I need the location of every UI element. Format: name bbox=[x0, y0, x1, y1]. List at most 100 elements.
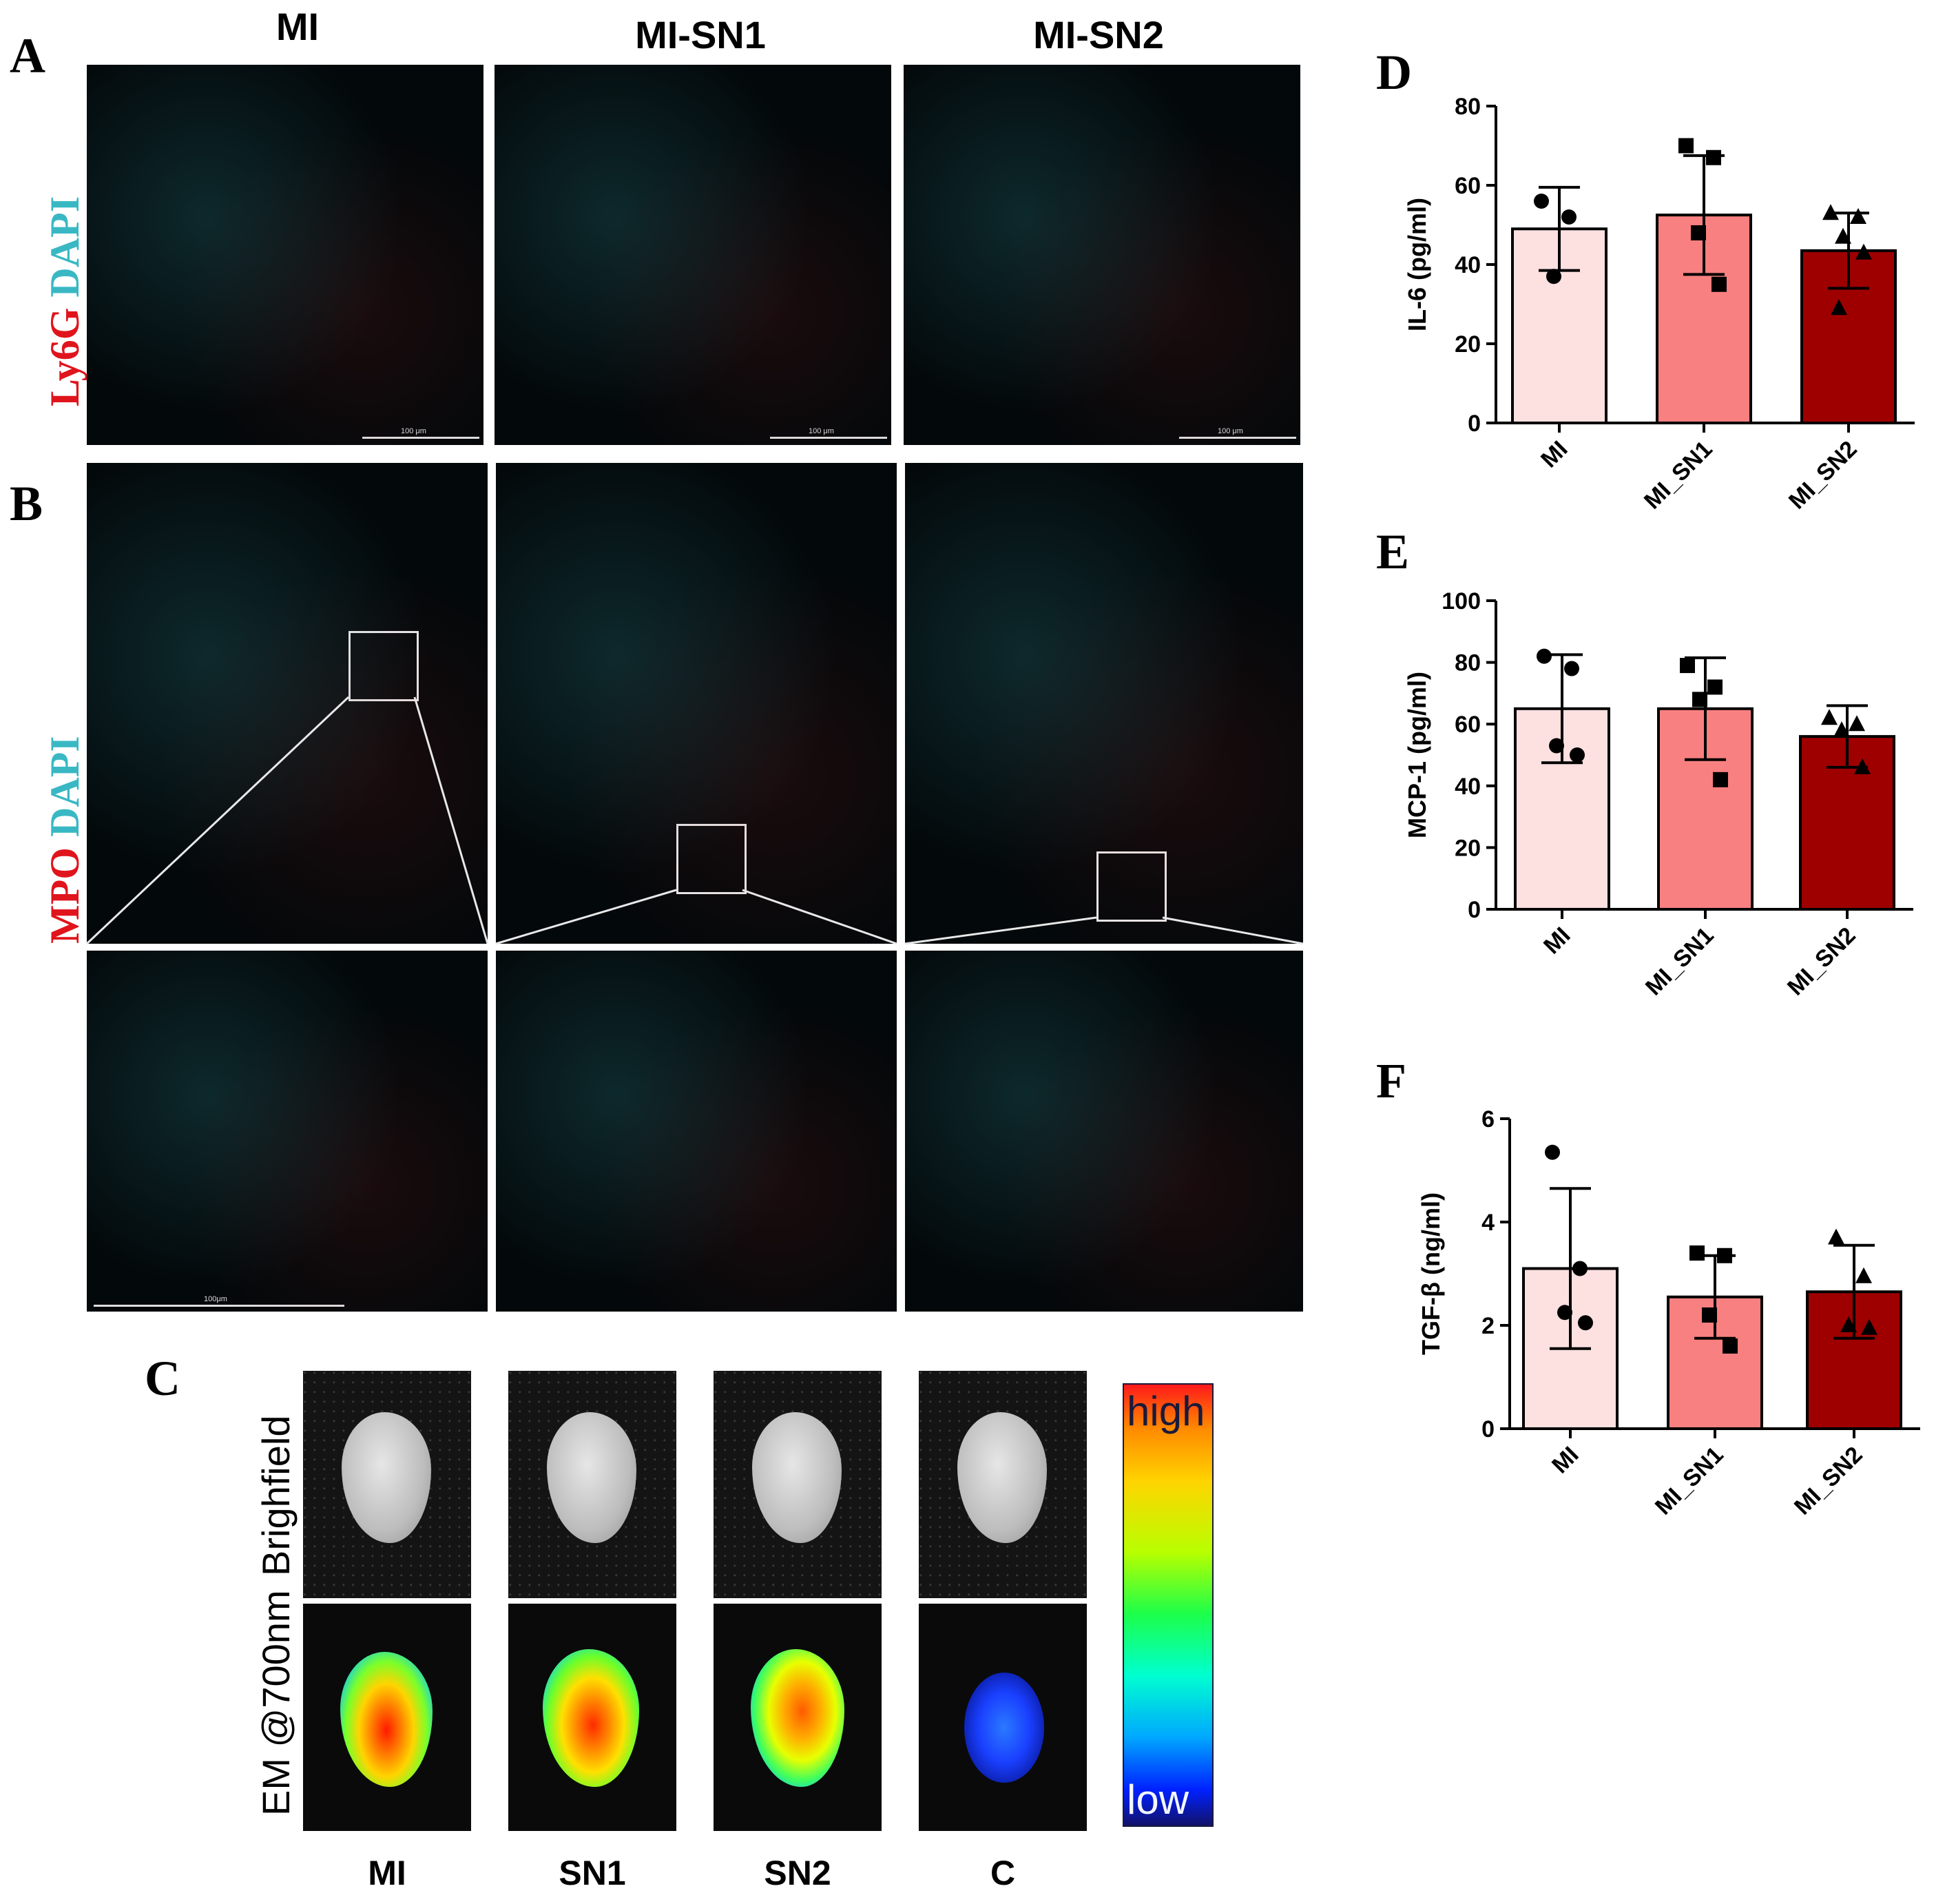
data-point bbox=[1706, 149, 1721, 165]
panel-letter-d: D bbox=[1376, 45, 1412, 100]
micrograph-b-sn1-zoom bbox=[496, 951, 897, 1312]
y-tick-label: 4 bbox=[1481, 1210, 1495, 1236]
heart-bf-c bbox=[957, 1412, 1047, 1543]
data-point bbox=[1850, 208, 1866, 224]
data-point bbox=[1689, 1245, 1705, 1261]
panel-letter-b: B bbox=[10, 476, 43, 531]
data-point bbox=[1546, 269, 1561, 284]
data-point bbox=[1545, 1144, 1560, 1160]
y-tick-label: 6 bbox=[1481, 1106, 1495, 1132]
y-tick-label: 0 bbox=[1481, 1416, 1495, 1442]
y-tick-label: 60 bbox=[1455, 173, 1481, 199]
panel-letter-a: A bbox=[10, 28, 45, 83]
scalebar-b-mi bbox=[94, 1305, 344, 1307]
micrograph-b-mi-zoom: 100μm bbox=[87, 951, 488, 1312]
data-point bbox=[1831, 299, 1847, 315]
heart-em-sn2 bbox=[751, 1649, 844, 1787]
data-point bbox=[1570, 747, 1585, 763]
heart-bf-mi bbox=[342, 1412, 431, 1543]
y-tick-label: 40 bbox=[1455, 774, 1481, 800]
colorbar-low-label: low bbox=[1127, 1777, 1189, 1823]
data-point bbox=[1692, 692, 1707, 707]
data-point bbox=[1707, 679, 1723, 695]
data-point bbox=[1578, 1315, 1593, 1331]
data-point bbox=[1854, 758, 1871, 774]
data-point bbox=[1537, 648, 1552, 664]
y-tick-label: 20 bbox=[1455, 331, 1481, 358]
zoom-connectors bbox=[85, 696, 1304, 945]
em700-mi bbox=[303, 1604, 471, 1831]
brightfield-mi bbox=[303, 1371, 471, 1598]
y-tick-label: 60 bbox=[1455, 712, 1481, 738]
y-tick-label: 2 bbox=[1481, 1313, 1495, 1339]
em700-sn1 bbox=[508, 1604, 676, 1831]
x-tick-label: MI_SN2 bbox=[1784, 436, 1862, 515]
em700-c bbox=[919, 1604, 1087, 1831]
y-tick-label: 100 bbox=[1442, 588, 1481, 614]
chart-mcp1: 0 20 40 60 80 100 MCP-1 (pg/ml) MI MI_SN1 MI_SN2 bbox=[1403, 588, 1913, 1001]
data-point bbox=[1861, 1318, 1877, 1335]
data-point bbox=[1680, 658, 1695, 674]
em700-sn2 bbox=[714, 1604, 882, 1831]
intensity-colorbar: high low bbox=[1123, 1383, 1214, 1827]
ivis-row-label-brightfield: Brighfield bbox=[254, 1415, 298, 1576]
data-point bbox=[1564, 661, 1579, 676]
column-title-mi-sn1: MI-SN1 bbox=[635, 13, 766, 56]
data-point bbox=[1572, 1261, 1588, 1276]
group-label-sn2: SN2 bbox=[764, 1854, 831, 1892]
y-tick-label: 80 bbox=[1455, 650, 1481, 676]
group-label-sn1: SN1 bbox=[559, 1854, 626, 1892]
y-axis-label: TGF-β (ng/ml) bbox=[1417, 1192, 1445, 1355]
heart-em-c bbox=[964, 1673, 1044, 1783]
micrograph-b-sn1-overview bbox=[496, 463, 897, 944]
column-title-mi-sn2: MI-SN2 bbox=[1033, 13, 1164, 56]
column-title-mi: MI bbox=[275, 5, 320, 48]
y-tick-label: 0 bbox=[1468, 411, 1481, 437]
data-point bbox=[1534, 194, 1549, 209]
data-point bbox=[1717, 1248, 1732, 1263]
data-point bbox=[1855, 1267, 1872, 1283]
heart-bf-sn1 bbox=[547, 1412, 636, 1543]
data-point bbox=[1713, 772, 1728, 787]
x-tick-label: MI bbox=[1547, 1442, 1584, 1479]
chart-il6: 0 20 40 60 80 IL-6 (pg/ml) MI MI_SN1 MI_SN2 bbox=[1403, 94, 1915, 515]
x-tick-label: MI_SN1 bbox=[1641, 922, 1719, 1001]
data-point bbox=[1702, 1307, 1717, 1323]
brightfield-sn1 bbox=[508, 1371, 676, 1598]
scalebar-b-mi-text: 100μm bbox=[204, 1295, 227, 1303]
y-tick-label: 0 bbox=[1468, 897, 1481, 923]
chart-tgfb: 0 2 4 6 TGF-β (ng/ml) MI MI_SN1 MI_SN2 bbox=[1417, 1106, 1920, 1520]
data-point bbox=[1712, 276, 1727, 292]
data-point bbox=[1549, 738, 1564, 754]
heart-em-mi bbox=[340, 1652, 433, 1787]
data-point bbox=[1849, 715, 1865, 732]
data-point bbox=[1678, 138, 1694, 154]
x-tick-label: MI bbox=[1536, 436, 1573, 473]
micrograph-b-sn2-zoom bbox=[905, 951, 1303, 1312]
x-tick-label: MI_SN2 bbox=[1782, 922, 1861, 1001]
micrograph-b-sn2-overview bbox=[905, 463, 1303, 944]
heart-bf-sn2 bbox=[752, 1412, 842, 1543]
panel-letter-e: E bbox=[1376, 524, 1410, 579]
data-point bbox=[1840, 1316, 1857, 1332]
data-point bbox=[1833, 721, 1850, 738]
micrograph-a-sn1: 100 μm bbox=[495, 65, 891, 445]
panel-letter-c: C bbox=[145, 1351, 180, 1406]
data-point bbox=[1828, 1228, 1844, 1245]
x-tick-label: MI_SN2 bbox=[1789, 1442, 1868, 1520]
micrograph-b-mi-overview bbox=[87, 463, 488, 944]
data-point bbox=[1691, 225, 1706, 240]
colorbar-high-label: high bbox=[1127, 1388, 1205, 1434]
data-point bbox=[1855, 243, 1872, 260]
y-axis-label: IL-6 (pg/ml) bbox=[1403, 198, 1431, 331]
micrograph-a-sn2: 100 μm bbox=[904, 65, 1300, 445]
data-point bbox=[1835, 227, 1851, 244]
panel-letter-f: F bbox=[1376, 1053, 1406, 1108]
y-tick-label: 80 bbox=[1455, 94, 1481, 120]
brightfield-c bbox=[919, 1371, 1087, 1598]
group-label-c: C bbox=[990, 1854, 1016, 1892]
data-point bbox=[1557, 1305, 1572, 1321]
data-point bbox=[1821, 709, 1838, 725]
brightfield-sn2 bbox=[714, 1371, 882, 1598]
ivis-row-label-em700: EM @700nm bbox=[254, 1590, 298, 1816]
